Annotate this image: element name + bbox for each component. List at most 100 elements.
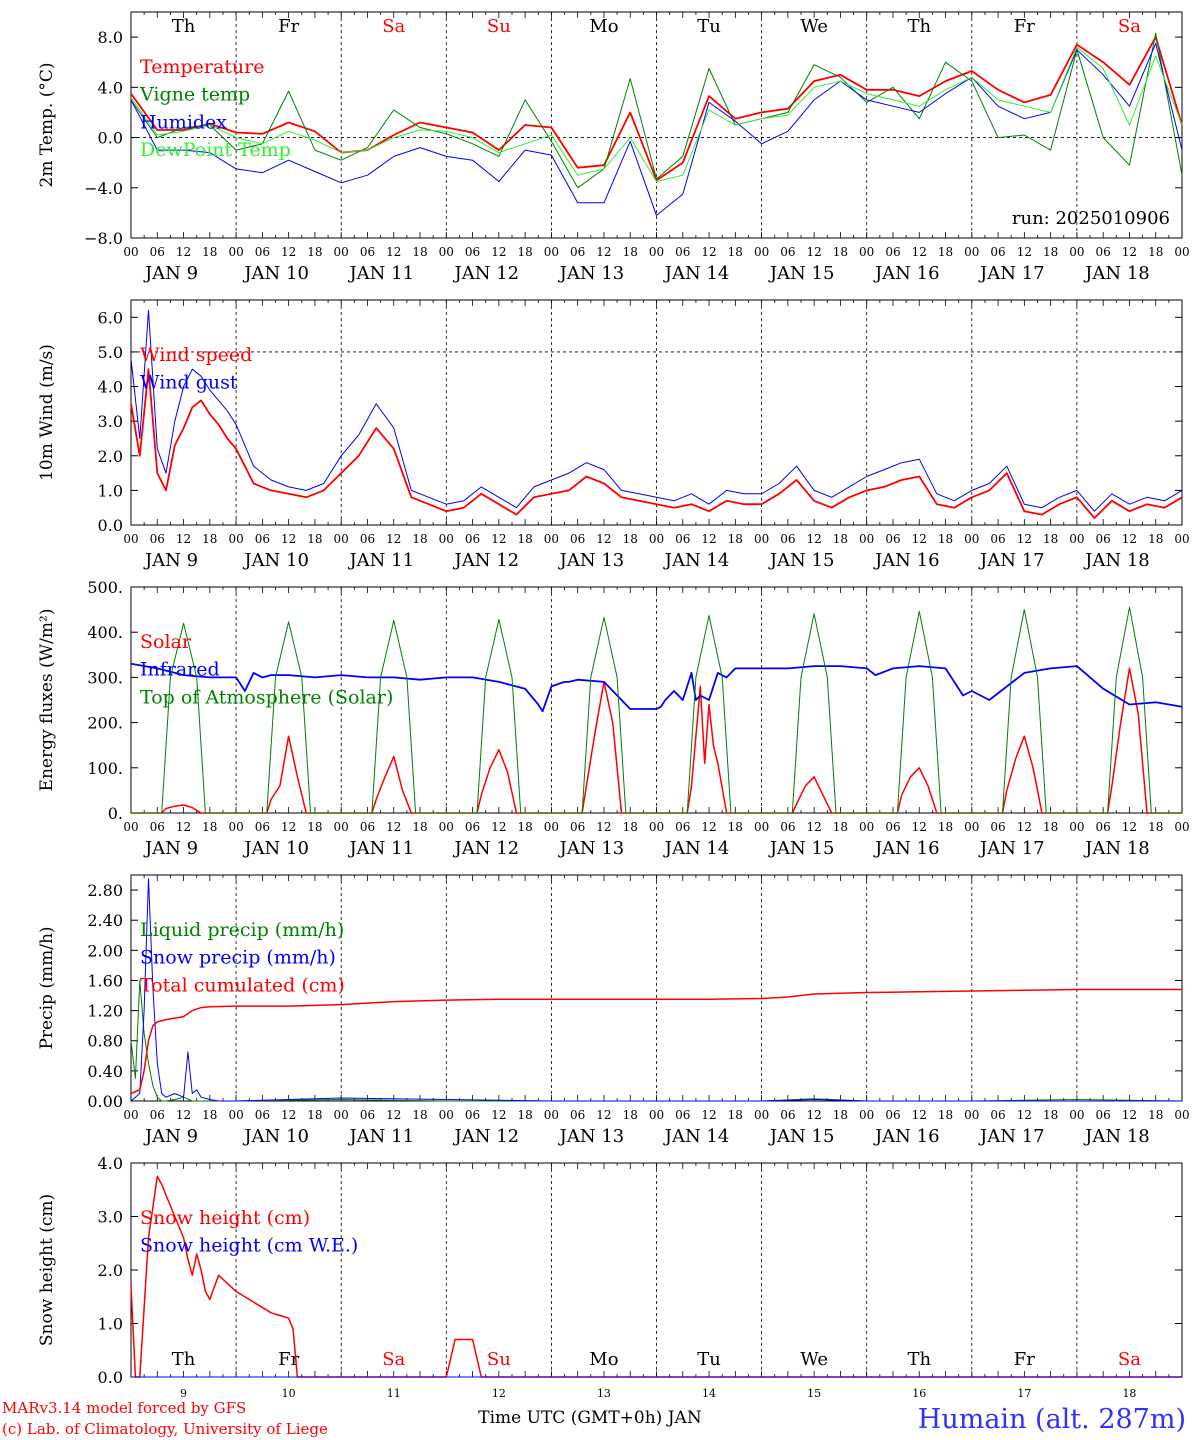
y-tick-label: 5.0 [98,343,123,362]
series-line [130,309,1183,512]
day-number-label: 16 [912,1387,926,1400]
date-label: JAN 18 [1083,1126,1150,1147]
x-tick-label: 18 [728,532,743,546]
date-label: JAN 9 [143,838,198,859]
x-tick-label: 06 [1096,1108,1111,1122]
legend-entry: Liquid precip (mm/h) [140,919,344,941]
x-tick-label: 12 [701,820,716,834]
x-tick-label: 00 [1069,532,1084,546]
legend-entry: Solar [140,631,192,653]
legend-entry: Total cumulated (cm) [140,974,345,996]
x-tick-label: 00 [754,532,769,546]
x-tick-label: 18 [307,245,322,259]
x-tick-label: 00 [964,820,979,834]
x-tick-label: 12 [176,245,191,259]
x-tick-label: 00 [123,1108,138,1122]
date-label: JAN 16 [873,263,940,284]
x-tick-label: 18 [517,532,532,546]
x-tick-label: 18 [623,532,638,546]
x-tick-label: 00 [439,820,454,834]
x-tick-label: 18 [202,532,217,546]
date-label: JAN 18 [1083,550,1150,571]
weekday-label: Fr [278,16,299,37]
weekday-label: Sa [382,16,405,37]
x-tick-label: 12 [491,532,506,546]
x-tick-label: 06 [570,245,585,259]
y-axis-label: Energy fluxes (W/m²) [37,609,57,792]
date-label: JAN 14 [663,263,730,284]
x-tick-label: 18 [202,1108,217,1122]
x-tick-label: 18 [1148,245,1163,259]
x-tick-label: 06 [780,532,795,546]
x-tick-label: 00 [649,532,664,546]
y-tick-label: 2.00 [87,941,123,960]
x-tick-label: 12 [281,1108,296,1122]
x-tick-label: 12 [807,1108,822,1122]
weekday-label: Th [172,16,196,37]
day-number-label: 11 [387,1387,401,1400]
x-tick-label: 18 [833,820,848,834]
x-tick-label: 06 [780,1108,795,1122]
weekday-label: Su [487,1349,511,1370]
x-tick-label: 12 [701,1108,716,1122]
x-tick-label: 00 [754,245,769,259]
y-axis-label: 10m Wind (m/s) [37,344,57,481]
y-tick-label: 6.0 [98,308,123,327]
x-tick-label: 12 [1122,532,1137,546]
x-tick-label: 12 [176,532,191,546]
legend-entry: Vigne temp [139,84,250,106]
y-tick-label: 4.0 [98,378,123,397]
x-tick-label: 06 [255,532,270,546]
x-tick-label: 18 [307,820,322,834]
x-tick-label: 06 [150,1108,165,1122]
x-tick-label: 12 [807,820,822,834]
x-tick-label: 00 [439,532,454,546]
weekday-label: Mo [589,1349,618,1370]
x-tick-label: 00 [1174,245,1189,259]
x-tick-label: 00 [439,1108,454,1122]
x-tick-label: 12 [386,245,401,259]
x-tick-label: 12 [701,245,716,259]
x-tick-label: 06 [360,245,375,259]
x-tick-label: 06 [150,245,165,259]
plot-frame [130,299,1183,526]
x-tick-label: 06 [255,1108,270,1122]
x-tick-label: 18 [412,532,427,546]
weekday-label: Fr [1014,16,1035,37]
x-tick-label: 00 [1069,820,1084,834]
x-tick-label: 12 [912,532,927,546]
date-label: JAN 18 [1083,838,1150,859]
x-tick-label: 12 [281,532,296,546]
x-tick-label: 06 [360,1108,375,1122]
x-tick-label: 00 [859,1108,874,1122]
x-tick-label: 06 [255,245,270,259]
y-tick-label: 400. [87,623,123,642]
x-tick-label: 18 [412,245,427,259]
date-label: JAN 11 [347,263,414,284]
x-tick-label: 00 [1174,1108,1189,1122]
date-label: JAN 13 [558,838,625,859]
weekday-label: Mo [589,16,618,37]
x-tick-label: 18 [833,1108,848,1122]
day-number-label: 18 [1122,1387,1136,1400]
x-tick-label: 12 [701,532,716,546]
x-tick-label: 00 [859,245,874,259]
x-tick-label: 18 [1043,1108,1058,1122]
x-tick-label: 00 [964,532,979,546]
x-tick-label: 00 [964,1108,979,1122]
y-axis-label: Snow height (cm) [37,1194,57,1346]
date-label: JAN 12 [453,550,520,571]
weekday-label: Su [487,16,511,37]
date-label: JAN 16 [873,838,940,859]
weekday-label: Th [907,16,931,37]
x-tick-label: 06 [675,245,690,259]
date-label: JAN 14 [663,838,730,859]
panels: −8.0 −4.0 0.0 4.0 8.0 2m Temp. (°C) 00 06 12 18 00… [37,11,1190,1400]
legend-entry: Snow height (cm W.E.) [140,1235,358,1257]
date-label: JAN 16 [873,1126,940,1147]
y-tick-label: 1.20 [87,1002,123,1021]
x-tick-label: 18 [623,1108,638,1122]
weekday-label: We [800,16,828,37]
x-tick-label: 00 [544,532,559,546]
